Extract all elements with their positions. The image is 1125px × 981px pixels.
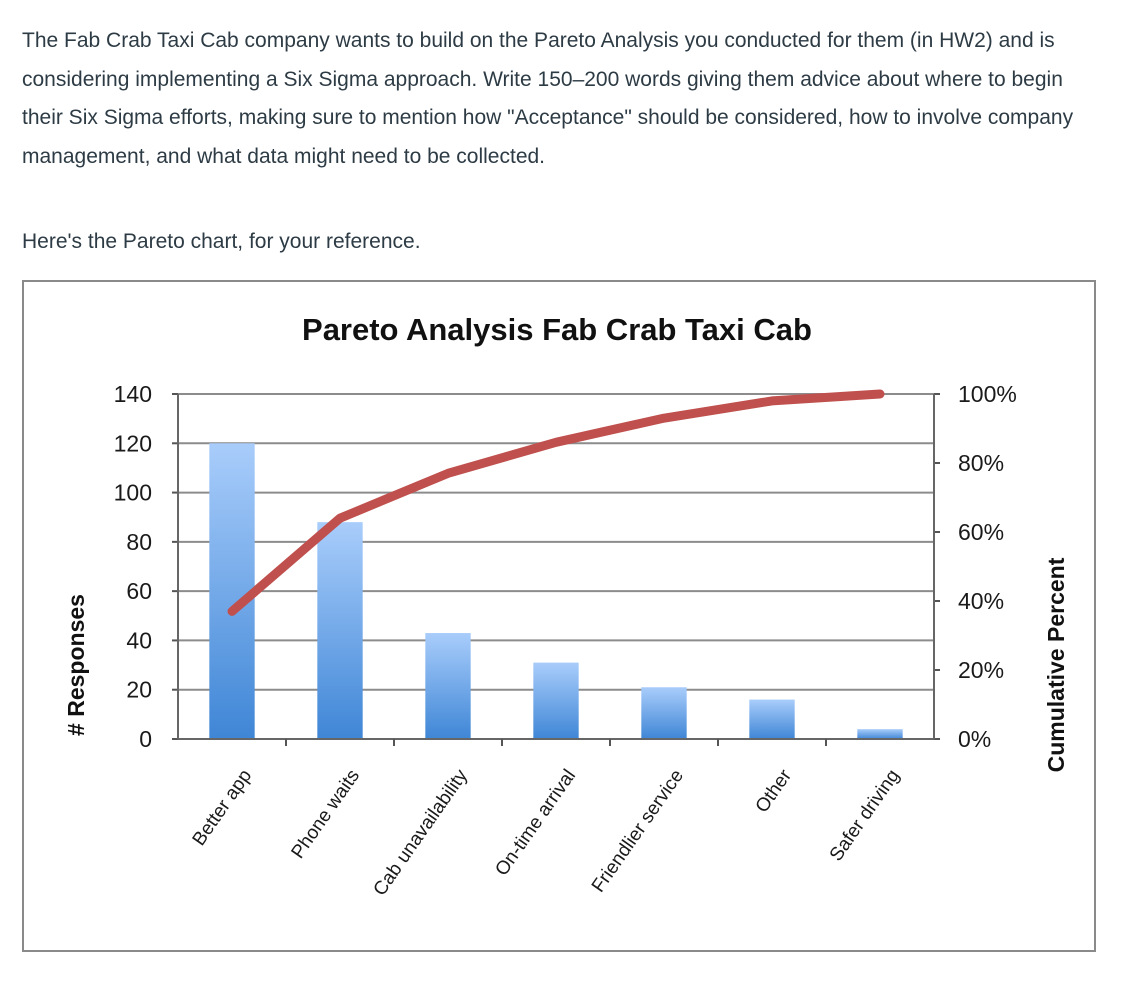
x-category-label: Friendlier service — [588, 766, 688, 897]
y-tick-label: 0 — [139, 726, 152, 752]
x-category-label: Other — [752, 765, 797, 817]
cumulative-percent-line — [227, 389, 885, 616]
chart-reference-text: Here's the Pareto chart, for your refere… — [22, 230, 421, 253]
bar — [317, 522, 363, 739]
axes — [172, 393, 940, 746]
y2-tick-label: 80% — [958, 450, 1004, 476]
y-tick-label: 120 — [114, 430, 152, 456]
x-category-label: Phone waits — [288, 766, 365, 863]
y2-axis-title: Cumulative Percent — [1043, 557, 1069, 772]
y2-tick-label: 20% — [958, 657, 1004, 683]
bar — [425, 633, 471, 739]
x-category-label: Safer driving — [826, 766, 904, 865]
bar — [641, 687, 687, 739]
y-tick-label: 140 — [114, 381, 152, 407]
bar — [533, 662, 579, 739]
y2-tick-label: 60% — [958, 519, 1004, 545]
x-category-label: Better app — [189, 766, 256, 850]
y2-tick-label: 0% — [958, 726, 991, 752]
y2-tick-label: 100% — [958, 381, 1017, 407]
assignment-prompt: The Fab Crab Taxi Cab company wants to b… — [22, 29, 1074, 168]
y-tick-label: 100 — [114, 480, 152, 506]
y-axis-title: # Responses — [63, 594, 89, 736]
y-tick-label: 60 — [126, 578, 152, 604]
bar — [857, 729, 903, 739]
chart-canvas: Pareto Analysis Fab Crab Taxi Cab # Resp… — [63, 312, 1069, 900]
x-category-label: Cab unavailability — [369, 765, 472, 899]
pareto-chart: Pareto Analysis Fab Crab Taxi Cab # Resp… — [22, 280, 1096, 952]
y-tick-label: 40 — [126, 627, 152, 653]
x-category-label: On-time arrival — [491, 766, 580, 880]
y-tick-label: 80 — [126, 529, 152, 555]
chart-title: Pareto Analysis Fab Crab Taxi Cab — [302, 312, 812, 347]
bars — [209, 443, 903, 739]
bar — [209, 443, 255, 739]
bar — [749, 699, 795, 739]
cumulative-line — [227, 389, 885, 616]
y-tick-label: 20 — [126, 677, 152, 703]
y2-tick-label: 40% — [958, 588, 1004, 614]
